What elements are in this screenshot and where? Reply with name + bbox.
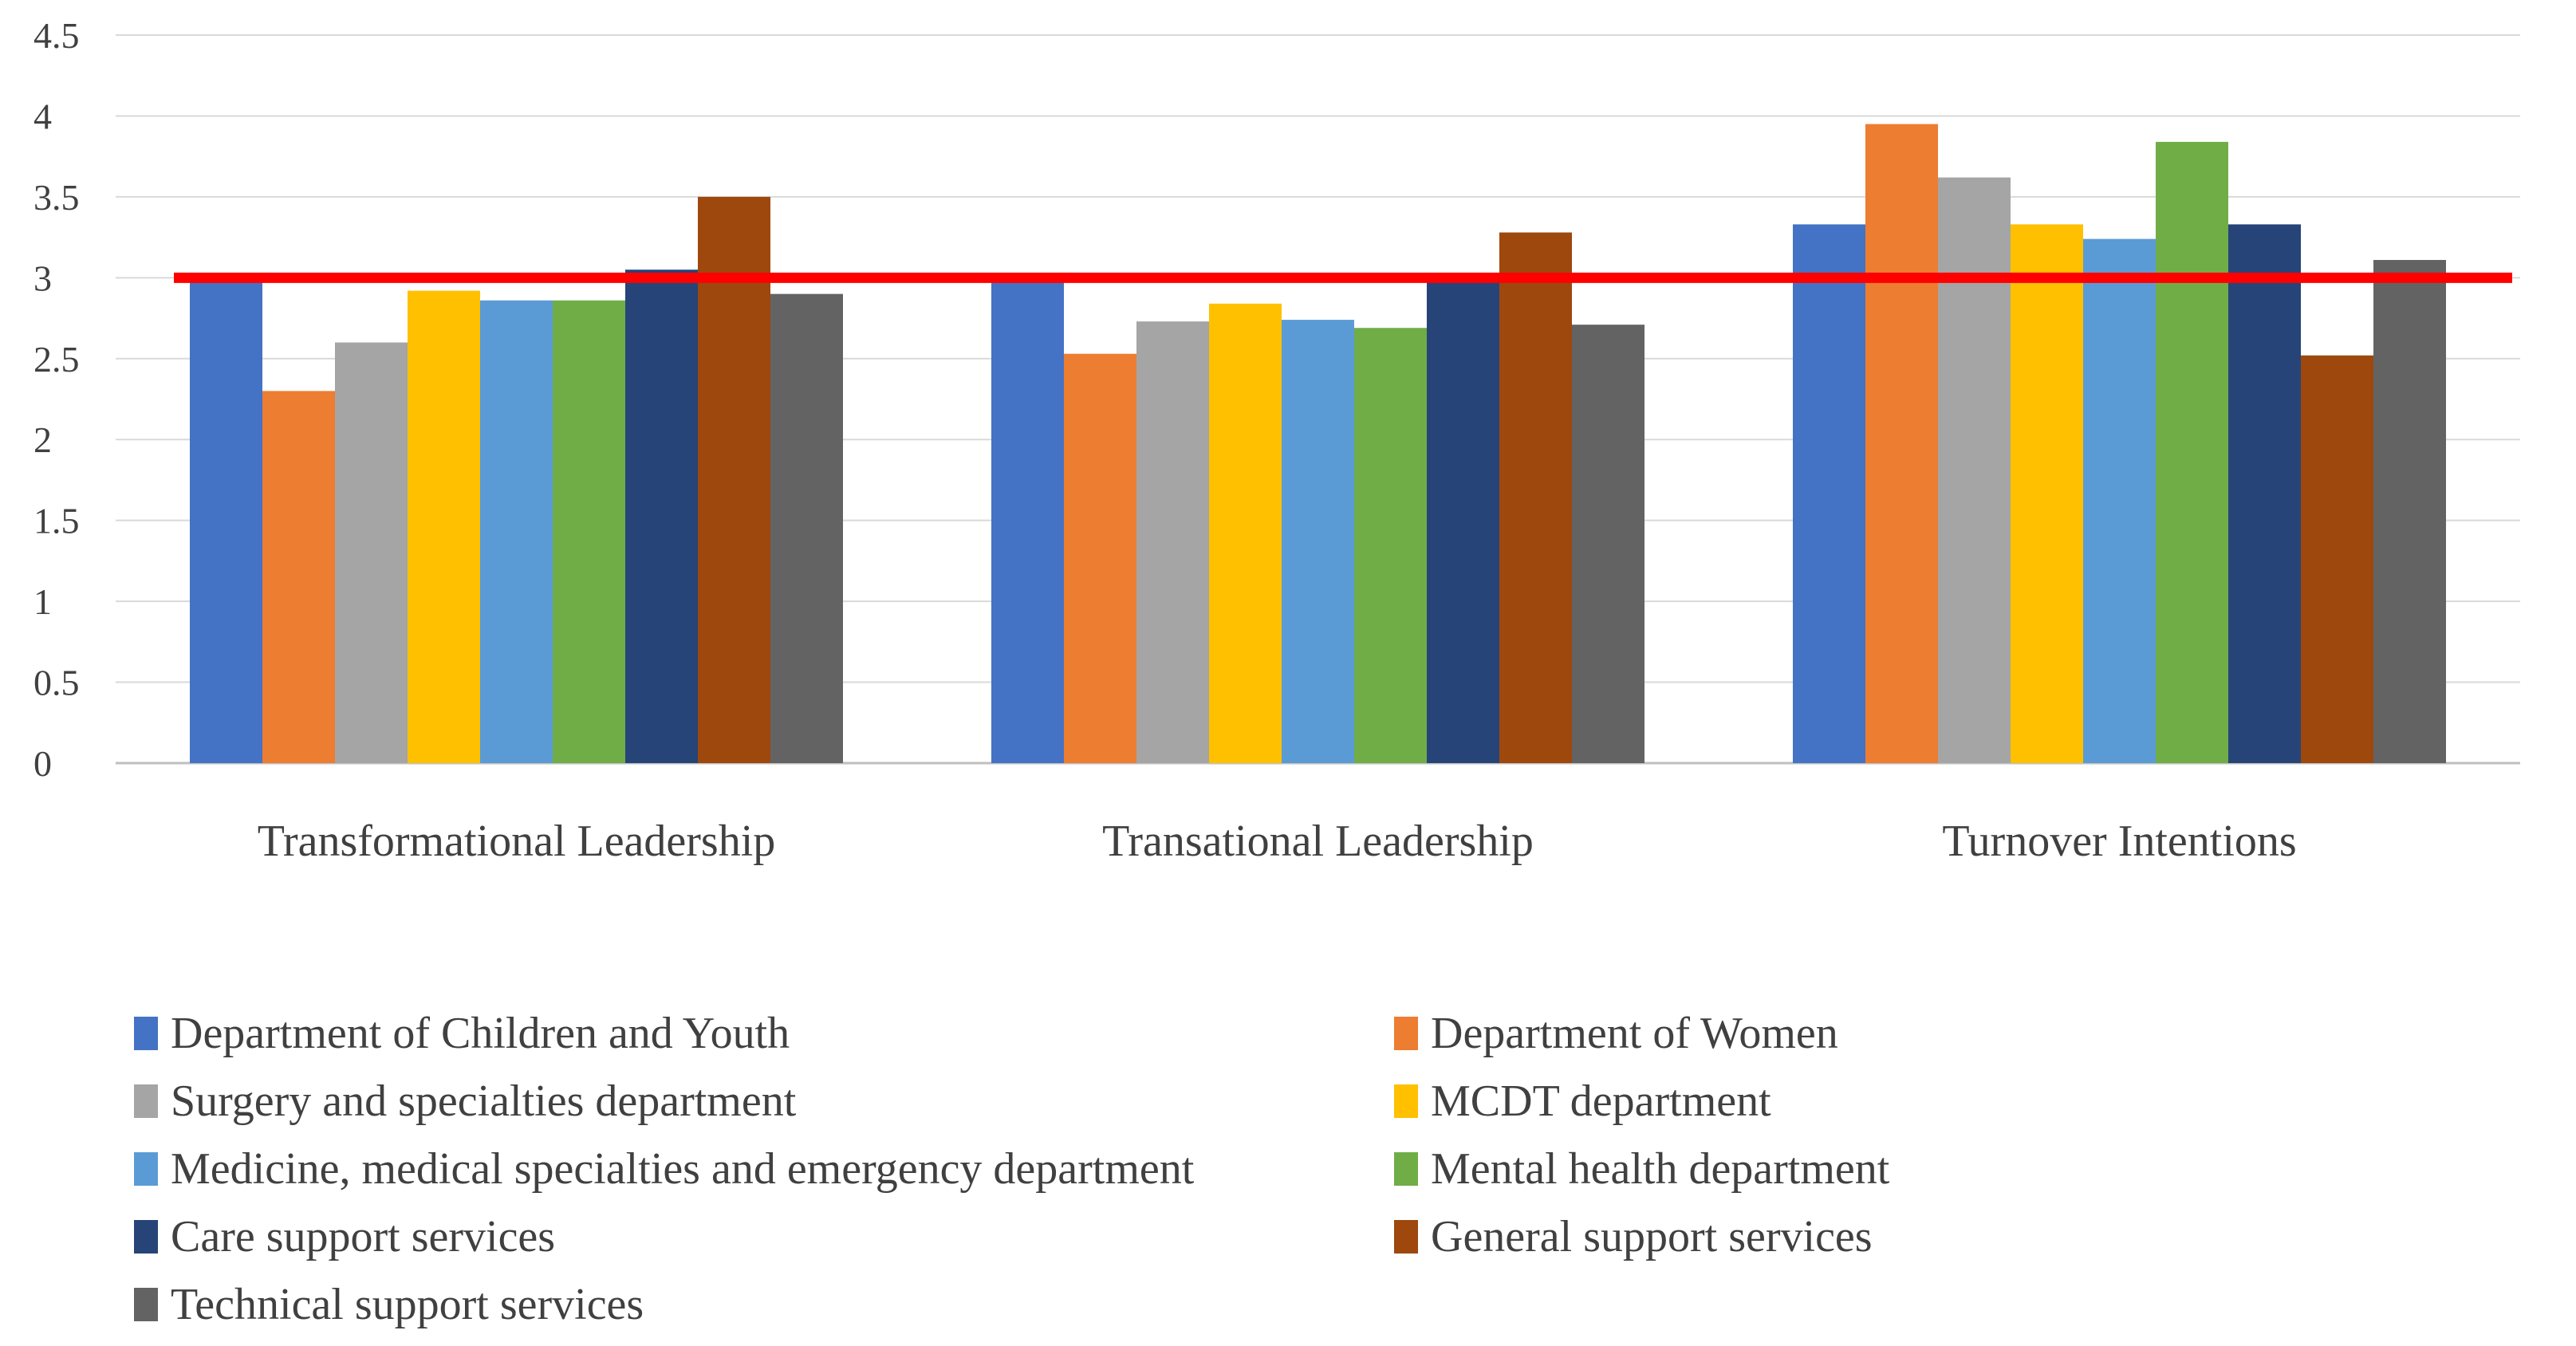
bar bbox=[2156, 141, 2228, 763]
bar bbox=[335, 342, 408, 763]
x-category-label: Transational Leadership bbox=[1102, 817, 1534, 866]
bar bbox=[1064, 353, 1136, 763]
bar bbox=[553, 300, 625, 763]
bar bbox=[1499, 232, 1572, 764]
legend-label: Surgery and specialties department bbox=[171, 1076, 797, 1126]
x-axis: Transformational Leadership Transational … bbox=[258, 817, 2297, 866]
bar bbox=[262, 391, 335, 763]
legend-swatch bbox=[134, 1084, 158, 1118]
legend-swatch bbox=[134, 1017, 158, 1050]
y-tick-label: 2.5 bbox=[33, 339, 80, 380]
bar bbox=[991, 277, 1064, 763]
bar bbox=[1209, 303, 1282, 764]
y-tick-label: 3.5 bbox=[33, 177, 80, 218]
legend-label: Department of Children and Youth bbox=[171, 1009, 790, 1058]
bar bbox=[625, 270, 698, 763]
legend-label: Mental health department bbox=[1431, 1144, 1890, 1194]
bars bbox=[190, 124, 2446, 764]
legend-label: General support services bbox=[1431, 1212, 1873, 1261]
y-tick-label: 1 bbox=[33, 581, 52, 622]
legend-swatch bbox=[1394, 1152, 1418, 1186]
bar bbox=[1938, 177, 2011, 763]
bar bbox=[1865, 124, 1938, 764]
bar bbox=[2301, 355, 2373, 763]
y-tick-label: 1.5 bbox=[33, 501, 80, 541]
legend-swatch bbox=[1394, 1017, 1418, 1050]
y-tick-label: 4 bbox=[33, 96, 52, 136]
bar bbox=[1427, 277, 1499, 763]
y-axis: 0 0.5 1 1.5 2 2.5 3 3.5 4 4.5 bbox=[33, 15, 80, 784]
bar bbox=[2228, 224, 2301, 763]
legend: Department of Children and Youth Departme… bbox=[134, 1009, 1890, 1329]
legend-label: Department of Women bbox=[1431, 1009, 1838, 1058]
legend-swatch bbox=[134, 1152, 158, 1186]
legend-swatch bbox=[1394, 1220, 1418, 1254]
y-tick-label: 0.5 bbox=[33, 663, 80, 703]
bar bbox=[2083, 238, 2156, 763]
bar bbox=[1136, 321, 1209, 763]
bar bbox=[190, 277, 262, 763]
y-tick-label: 4.5 bbox=[33, 15, 80, 56]
bar bbox=[770, 293, 843, 764]
bar bbox=[1572, 325, 1644, 763]
legend-swatch bbox=[134, 1220, 158, 1254]
x-category-label: Transformational Leadership bbox=[258, 817, 776, 866]
legend-swatch bbox=[1394, 1084, 1418, 1118]
y-tick-label: 0 bbox=[33, 743, 52, 784]
bar bbox=[2011, 224, 2083, 763]
bar bbox=[1793, 224, 1865, 763]
legend-label: Medicine, medical specialties and emerge… bbox=[171, 1144, 1195, 1194]
x-category-label: Turnover Intentions bbox=[1942, 817, 2296, 866]
bar bbox=[1354, 328, 1427, 763]
bar bbox=[698, 196, 770, 763]
bar bbox=[480, 300, 553, 763]
legend-swatch bbox=[134, 1288, 158, 1321]
bar bbox=[2373, 260, 2446, 763]
legend-label: Care support services bbox=[171, 1212, 555, 1261]
legend-label: MCDT department bbox=[1431, 1076, 1771, 1126]
legend-label: Technical support services bbox=[171, 1280, 644, 1329]
y-tick-label: 2 bbox=[33, 419, 52, 460]
bar bbox=[408, 290, 480, 763]
y-tick-label: 3 bbox=[33, 258, 52, 298]
bar bbox=[1282, 320, 1354, 763]
